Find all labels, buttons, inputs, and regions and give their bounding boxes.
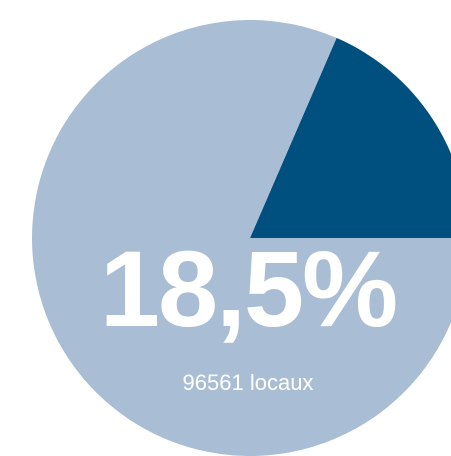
- pie-slice: [32, 20, 451, 456]
- pie-slice: [250, 37, 451, 238]
- annotation: 96561 locaux: [183, 370, 314, 395]
- value-label: 18,5%: [100, 228, 396, 349]
- pie: [32, 20, 451, 456]
